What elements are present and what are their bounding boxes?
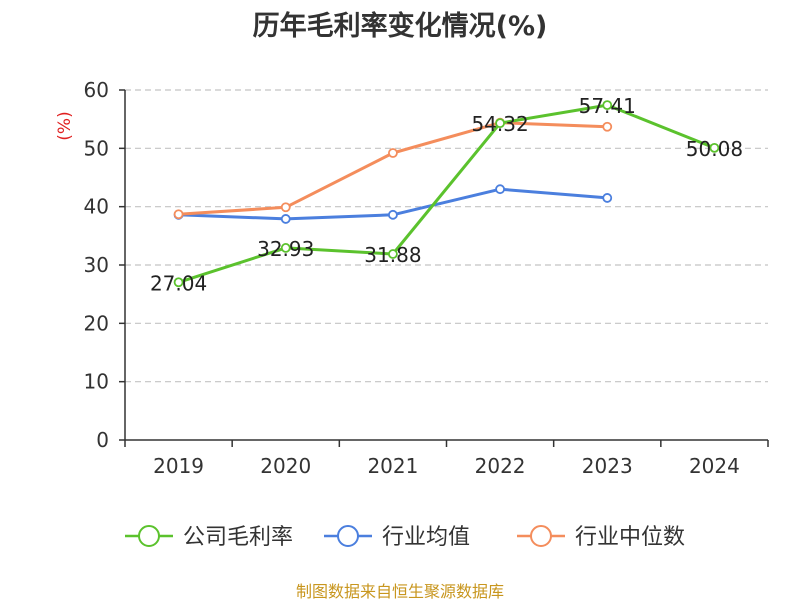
y-tick-label: 10 xyxy=(84,370,109,394)
x-tick-label: 2021 xyxy=(367,454,418,478)
x-tick-label: 2023 xyxy=(582,454,633,478)
data-label: 31.88 xyxy=(364,243,421,267)
series-lines xyxy=(173,100,720,288)
data-point xyxy=(709,142,720,153)
legend-swatch-marker xyxy=(138,525,160,547)
data-label: 57.41 xyxy=(579,94,636,118)
y-tick-label: 30 xyxy=(84,253,109,277)
y-tick-label: 0 xyxy=(96,428,109,452)
data-point xyxy=(602,100,613,111)
data-point xyxy=(388,249,398,259)
data-label: 32.93 xyxy=(257,237,314,261)
y-tick-label: 20 xyxy=(84,311,109,335)
y-axis-unit-label: (%) xyxy=(55,111,75,140)
data-point xyxy=(173,277,184,288)
x-tick-label: 2020 xyxy=(260,454,311,478)
data-point xyxy=(280,202,291,213)
data-point xyxy=(602,193,613,203)
legend: 公司毛利率 行业均值 行业中位数 xyxy=(125,525,685,550)
data-point xyxy=(495,118,505,129)
legend-label: 公司毛利率 xyxy=(183,525,293,550)
series-line-2 xyxy=(178,121,608,216)
x-tick-labels: 2019 2020 2021 2022 2023 2024 xyxy=(153,454,740,478)
series-line-0 xyxy=(178,103,715,284)
data-point xyxy=(388,148,398,158)
data-point xyxy=(280,214,291,224)
x-tick-label: 2024 xyxy=(689,454,740,478)
data-point xyxy=(495,184,505,195)
data-labels: 27.04 32.93 31.88 54.32 57.41 50.08 xyxy=(150,94,743,295)
source-note: 制图数据来自恒生聚源数据库 xyxy=(295,582,504,601)
grid-lines xyxy=(125,89,768,383)
data-label: 27.04 xyxy=(150,271,207,295)
x-tick-label: 2019 xyxy=(153,454,204,478)
legend-label: 行业均值 xyxy=(382,525,470,550)
data-point xyxy=(173,209,184,220)
data-point xyxy=(388,209,398,220)
y-tick-label: 50 xyxy=(84,136,109,160)
data-point xyxy=(280,243,291,253)
data-point xyxy=(602,121,613,132)
data-label: 50.08 xyxy=(686,137,743,161)
y-tick-label: 40 xyxy=(84,195,109,219)
x-tick-label: 2022 xyxy=(475,454,526,478)
legend-label: 行业中位数 xyxy=(575,525,685,550)
y-tick-labels: 0 10 20 30 40 50 60 xyxy=(84,78,109,452)
y-tick-label: 60 xyxy=(84,78,109,102)
legend-swatch-marker xyxy=(337,525,359,547)
data-label: 54.32 xyxy=(471,112,528,136)
chart-title: 历年毛利率变化情况(%) xyxy=(252,11,548,42)
axes xyxy=(119,89,769,447)
legend-swatch-marker xyxy=(530,525,552,547)
